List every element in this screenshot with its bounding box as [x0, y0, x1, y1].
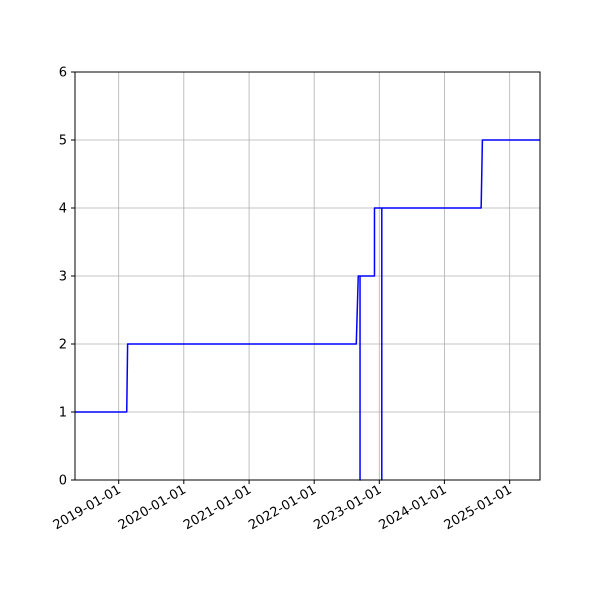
y-tick-label: 2	[59, 338, 67, 353]
x-tick-label: 2019-01-01	[51, 482, 124, 533]
y-tick-label: 1	[59, 406, 67, 421]
x-axis: 2019-01-012020-01-012021-01-012022-01-01…	[51, 480, 515, 533]
y-tick-label: 5	[59, 134, 67, 149]
y-tick-label: 4	[59, 202, 67, 217]
y-tick-label: 6	[59, 66, 67, 81]
x-tick-label: 2020-01-01	[116, 482, 189, 533]
series-line-0	[75, 139, 540, 481]
x-tick-label: 2023-01-01	[311, 482, 384, 533]
x-tick-label: 2025-01-01	[442, 482, 515, 533]
series-group	[75, 139, 540, 481]
x-tick-label: 2021-01-01	[181, 482, 254, 533]
y-tick-label: 0	[59, 474, 67, 489]
x-tick-label: 2022-01-01	[246, 482, 319, 533]
y-tick-label: 3	[59, 270, 67, 285]
y-axis: 0 1 2 3 4 5 6	[59, 66, 75, 489]
x-tick-label: 2024-01-01	[376, 482, 449, 533]
